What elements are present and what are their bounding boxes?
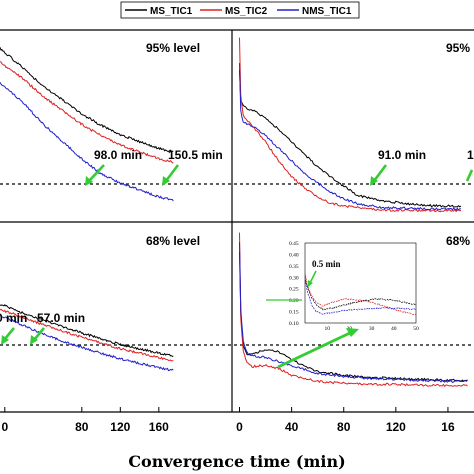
x-tick-label: 0	[1, 420, 8, 434]
inset-x-tick-label: 50	[413, 326, 419, 332]
x-tick-label: 40	[285, 420, 299, 434]
series-line-nms-tic1	[305, 279, 416, 315]
x-tick-label: 80	[75, 420, 89, 434]
inset-y-tick-label: 0.40	[289, 252, 299, 258]
legend-box	[120, 1, 360, 19]
green-arrow-head	[30, 335, 38, 345]
inset-y-tick-label: 0.35	[289, 264, 299, 270]
inset-plot	[305, 272, 416, 316]
inset-y-tick-label: 0.20	[289, 298, 299, 304]
legend-label: MS_TIC1	[150, 6, 193, 17]
panel-bottom-right	[239, 232, 468, 388]
x-tick-label: 16	[441, 420, 455, 434]
x-tick-label: 160	[149, 420, 169, 434]
annotation-57-min: 57.0 min	[37, 311, 85, 325]
annotations-bottom-left: 0 min 57.0 min	[0, 311, 85, 345]
level-label-bottom-left: 68% level	[146, 234, 200, 248]
green-arrow-head	[162, 176, 170, 186]
legend-entry-nms-tic1: NMS_TIC1	[277, 6, 352, 17]
series-line-nms-tic1	[239, 242, 468, 383]
inset-pointer-arrow	[277, 330, 353, 369]
green-arrow	[164, 164, 180, 182]
inset-annotation-0-5-min: 0.5 min	[312, 259, 341, 269]
series-line-nms-tic1	[0, 81, 174, 202]
series-line-ms-tic2	[239, 37, 462, 213]
green-arrow-head	[1, 335, 9, 345]
inset-frame	[304, 242, 417, 324]
inset-x-tick-label: 30	[369, 326, 375, 332]
level-label-top-left: 95% level	[146, 41, 200, 55]
series-line-ms-tic1	[0, 304, 174, 357]
legend-entry-ms-tic1: MS_TIC1	[125, 6, 193, 17]
legend: MS_TIC1 MS_TIC2 NMS_TIC1	[120, 1, 360, 19]
axes-frame	[0, 29, 474, 413]
annotation-91-min: 91.0 min	[378, 148, 426, 162]
green-arrow	[465, 169, 474, 182]
annotation-150-5-min: 150.5 min	[168, 148, 223, 162]
panel-top-right	[239, 37, 462, 213]
x-ticks: 0 80 120 160 0 40 80 120 16	[1, 407, 455, 434]
inset-pointer-arrow-head	[346, 328, 359, 337]
series-line-ms-tic1	[305, 277, 416, 311]
green-arrow	[372, 164, 388, 182]
x-tick-label: 80	[337, 420, 351, 434]
panel-bottom-left	[0, 304, 174, 372]
inset-x-tick-label: 40	[391, 326, 397, 332]
inset-green-arrow	[309, 270, 317, 284]
series-line-nms-tic1	[0, 314, 174, 372]
green-arrow-head	[85, 176, 93, 186]
inset-y-tick-label: 0.45	[289, 241, 299, 247]
inset-chart: 10203040500.450.400.350.300.250.200.150.…	[289, 241, 419, 332]
level-label-bottom-right: 68%	[446, 234, 470, 248]
green-arrow	[88, 164, 105, 182]
annotation-0-min: 0 min	[0, 311, 27, 325]
legend-label: MS_TIC2	[225, 6, 268, 17]
inset-y-tick-label: 0.10	[289, 321, 299, 327]
x-tick-label: 120	[386, 420, 406, 434]
series-line-ms-tic1	[0, 47, 174, 153]
legend-label: NMS_TIC1	[302, 6, 352, 17]
inset-y-tick-label: 0.30	[289, 275, 299, 281]
green-arrow-head	[370, 176, 378, 186]
annotation-cut-off: 1	[467, 148, 474, 162]
series-line-ms-tic2	[239, 232, 468, 388]
inset-x-tick-label: 10	[324, 326, 330, 332]
green-arrow	[33, 327, 45, 341]
inset-y-tick-label: 0.25	[289, 287, 299, 293]
series-line-ms-tic2	[0, 61, 174, 164]
panel-top-left	[0, 47, 174, 202]
legend-entry-ms-tic2: MS_TIC2	[200, 6, 268, 17]
inset-green-arrow-head	[308, 280, 313, 287]
annotations-top-left: 98.0 min 150.5 min	[85, 148, 223, 186]
series-line-ms-tic2	[305, 272, 416, 316]
x-tick-label: 120	[110, 420, 130, 434]
level-label-top-right: 95%	[446, 41, 470, 55]
x-axis-label: Convergence time (min)	[128, 452, 345, 471]
reference-lines	[0, 183, 474, 346]
inset-ticks: 10203040500.450.400.350.300.250.200.150.…	[289, 241, 419, 332]
series-line-nms-tic1	[239, 63, 462, 211]
x-tick-label: 0	[236, 420, 243, 434]
inset-y-tick-label: 0.15	[289, 310, 299, 316]
series-line-ms-tic2	[0, 308, 174, 362]
annotation-98-min: 98.0 min	[94, 148, 142, 162]
series-line-ms-tic1	[239, 69, 462, 208]
annotations-top-right: 91.0 min 1	[370, 148, 474, 186]
